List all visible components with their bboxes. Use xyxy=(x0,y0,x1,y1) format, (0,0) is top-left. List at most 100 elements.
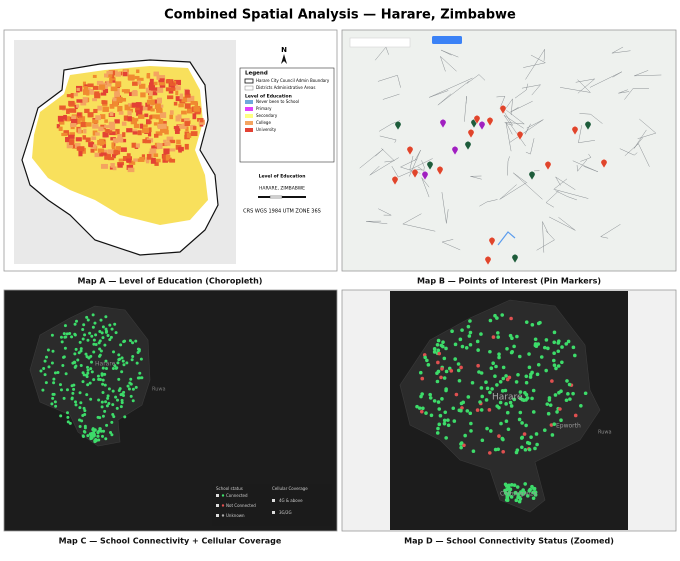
choropleth-cell xyxy=(135,143,140,148)
legend-swatch xyxy=(244,85,254,91)
place-label: Harare xyxy=(95,361,116,368)
choropleth-cell xyxy=(86,90,93,95)
choropleth-cell xyxy=(129,108,134,113)
school-dot xyxy=(120,392,124,396)
school-dot xyxy=(450,329,454,334)
school-dot xyxy=(129,382,133,386)
choropleth-cell xyxy=(158,119,164,124)
school-dot xyxy=(100,331,104,335)
choropleth-cell xyxy=(92,98,97,102)
school-dot xyxy=(53,371,57,375)
choropleth-cell xyxy=(132,81,138,86)
legend-item: Unknown xyxy=(226,513,245,518)
school-dot xyxy=(437,351,442,356)
district-line xyxy=(524,123,531,135)
school-dot xyxy=(510,350,514,354)
choropleth-cell xyxy=(97,105,102,111)
choropleth-cell xyxy=(115,81,122,87)
choropleth-cell xyxy=(103,88,109,94)
choropleth-cell xyxy=(70,123,77,128)
school-dot xyxy=(100,434,104,438)
legend-swatch xyxy=(245,121,253,125)
school-dot xyxy=(113,322,117,326)
school-dot xyxy=(459,365,463,370)
school-dot xyxy=(484,380,488,385)
search-button[interactable] xyxy=(432,36,462,44)
choropleth-cell xyxy=(95,132,100,136)
school-dot xyxy=(91,325,95,329)
school-dot xyxy=(522,432,527,436)
school-dot xyxy=(424,411,428,415)
school-dot xyxy=(559,418,563,423)
district-line xyxy=(512,172,543,200)
school-dot xyxy=(119,343,123,347)
choropleth-cell xyxy=(184,118,190,124)
legend-swatch xyxy=(245,100,253,104)
school-dot xyxy=(104,437,108,441)
choropleth-cell xyxy=(104,73,109,78)
school-dot xyxy=(97,377,101,381)
school-dot xyxy=(76,358,80,362)
legend-dot xyxy=(221,494,225,497)
choropleth-cell xyxy=(182,125,187,129)
choropleth-cell xyxy=(158,75,166,81)
legend-subtitle: Level of Education xyxy=(245,94,292,100)
school-dot xyxy=(507,490,512,495)
choropleth-cell xyxy=(153,153,159,158)
school-dot xyxy=(437,407,442,411)
district-line xyxy=(618,89,630,94)
school-dot xyxy=(86,318,90,322)
choropleth-cell xyxy=(187,108,193,114)
legend-check xyxy=(272,499,275,502)
school-dot xyxy=(78,340,82,344)
school-dot xyxy=(109,430,113,434)
school-dot xyxy=(497,355,501,360)
school-dot xyxy=(52,381,56,385)
school-dot xyxy=(476,363,480,368)
choropleth-cell xyxy=(163,148,170,155)
choropleth-cell xyxy=(112,138,119,144)
choropleth-cell xyxy=(101,149,108,154)
school-dot xyxy=(470,380,475,385)
choropleth-cell xyxy=(154,103,161,110)
toolbar[interactable] xyxy=(349,37,411,48)
choropleth-cell xyxy=(122,72,128,77)
school-dot xyxy=(74,400,78,404)
school-dot xyxy=(432,347,437,351)
school-dot xyxy=(135,361,139,365)
choropleth-cell xyxy=(113,150,121,155)
school-dot xyxy=(512,483,517,488)
school-dot xyxy=(86,383,90,387)
school-dot xyxy=(519,436,524,440)
choropleth-cell xyxy=(165,87,173,92)
map-d: Harare Epworth Chitungwiza Ruwa xyxy=(341,289,677,532)
district-line xyxy=(579,113,603,124)
school-dot xyxy=(503,388,508,393)
place-label: Chitungwiza xyxy=(500,491,537,498)
poi-pin xyxy=(467,129,475,139)
district-line xyxy=(553,178,589,199)
choropleth-cell xyxy=(132,131,138,135)
poi-pin xyxy=(426,161,434,171)
choropleth-cell xyxy=(117,105,123,112)
school-dot xyxy=(79,401,83,405)
school-dot xyxy=(527,365,532,370)
school-dot xyxy=(458,337,463,342)
school-dot xyxy=(96,430,100,434)
district-line xyxy=(440,49,459,58)
choropleth-cell xyxy=(102,141,107,147)
school-dot xyxy=(436,400,441,404)
school-dot xyxy=(75,319,79,323)
choropleth-cell xyxy=(153,145,160,150)
school-dot xyxy=(66,415,70,419)
choropleth-cell xyxy=(137,114,145,119)
school-dot xyxy=(559,389,563,394)
school-dot xyxy=(520,445,524,450)
choropleth-cell xyxy=(159,112,167,119)
poi-pin xyxy=(406,146,414,156)
choropleth-cell xyxy=(147,105,153,111)
school-dot xyxy=(65,411,69,415)
scale-bar xyxy=(269,195,283,199)
school-dot xyxy=(446,418,450,422)
school-dot xyxy=(517,495,522,500)
